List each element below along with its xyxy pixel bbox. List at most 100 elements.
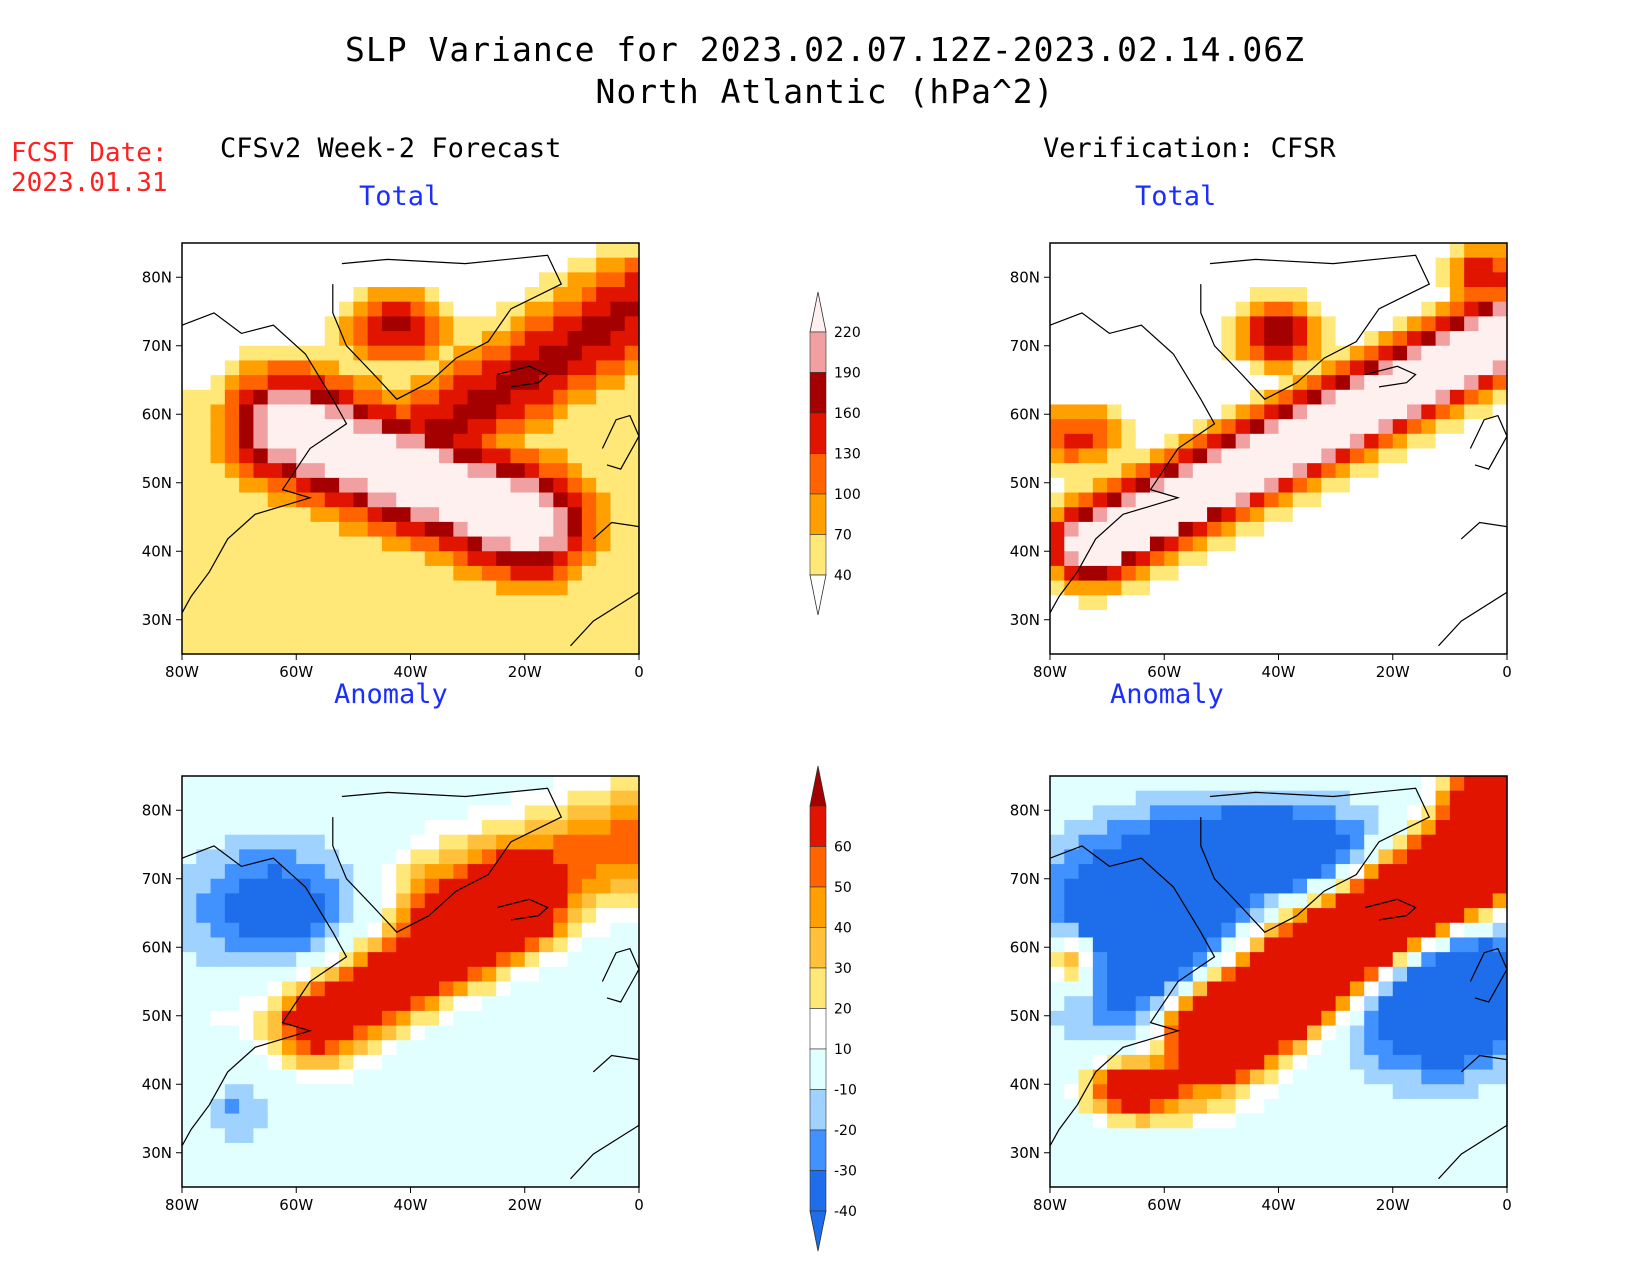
grid-cell xyxy=(1064,389,1080,406)
grid-cell xyxy=(1478,257,1494,273)
grid-cell xyxy=(1321,507,1337,523)
grid-cell xyxy=(1050,419,1065,435)
grid-cell xyxy=(281,834,297,850)
grid-cell xyxy=(1235,419,1251,435)
grid-cell xyxy=(1149,609,1165,626)
grid-cell xyxy=(1107,981,1123,997)
grid-cell xyxy=(339,389,354,406)
grid-cell xyxy=(439,419,454,435)
grid-cell xyxy=(1349,301,1365,317)
grid-cell xyxy=(1207,433,1222,450)
grid-cell xyxy=(510,1128,526,1144)
grid-cell xyxy=(339,243,354,259)
grid-cell xyxy=(1235,1040,1251,1056)
grid-cell xyxy=(267,287,283,303)
grid-cell xyxy=(453,595,469,611)
grid-cell xyxy=(1149,776,1165,792)
grid-cell xyxy=(1249,1142,1265,1159)
grid-cell xyxy=(1349,834,1365,850)
grid-cell xyxy=(381,1098,397,1115)
grid-cell xyxy=(624,463,640,479)
grid-cell xyxy=(1092,492,1108,508)
grid-cell xyxy=(1321,893,1337,909)
lat-tick-label: 30N xyxy=(142,611,172,629)
grid-cell xyxy=(281,952,297,968)
grid-cell xyxy=(1064,878,1080,895)
grid-cell xyxy=(524,1069,540,1085)
grid-cell xyxy=(553,966,569,983)
grid-cell xyxy=(1364,922,1380,939)
grid-cell xyxy=(1164,521,1180,538)
grid-cell xyxy=(1435,1113,1451,1129)
grid-cell xyxy=(1178,492,1194,508)
grid-cell xyxy=(610,580,626,596)
grid-cell xyxy=(1164,624,1180,640)
grid-cell xyxy=(339,521,354,538)
grid-cell xyxy=(310,1040,326,1056)
grid-cell xyxy=(1235,345,1251,362)
grid-cell xyxy=(567,624,583,640)
grid-cell xyxy=(381,551,397,567)
grid-cell xyxy=(1307,404,1322,420)
grid-cell xyxy=(596,1040,612,1056)
grid-cell xyxy=(1292,345,1308,362)
grid-cell xyxy=(524,477,540,494)
grid-cell xyxy=(1378,805,1394,821)
grid-cell xyxy=(296,776,312,792)
grid-cell xyxy=(353,287,369,303)
grid-cell xyxy=(1092,1010,1108,1027)
grid-cell xyxy=(481,521,497,538)
lon-tick-label: 60W xyxy=(1147,663,1181,681)
grid-cell xyxy=(267,433,283,450)
grid-cell xyxy=(1349,1069,1365,1085)
grid-cell xyxy=(196,301,212,317)
grid-cell xyxy=(1249,1098,1265,1115)
grid-cell xyxy=(239,580,255,596)
grid-cell xyxy=(439,448,454,464)
grid-cell xyxy=(1321,996,1337,1012)
grid-cell xyxy=(1164,834,1180,850)
grid-cell xyxy=(481,492,497,508)
grid-cell xyxy=(410,404,426,420)
grid-cell xyxy=(1249,301,1265,317)
grid-cell xyxy=(267,1098,283,1115)
grid-cell xyxy=(1092,243,1108,259)
grid-cell xyxy=(624,1084,640,1100)
grid-cell xyxy=(1364,1025,1380,1041)
grid-cell xyxy=(581,463,597,479)
grid-cell xyxy=(1178,849,1194,865)
grid-cell xyxy=(267,834,283,850)
grid-cell xyxy=(1135,776,1151,792)
grid-cell xyxy=(1449,1025,1465,1041)
grid-cell xyxy=(567,257,583,273)
lon-tick-label: 40W xyxy=(1262,1196,1296,1214)
grid-cell xyxy=(1078,908,1094,924)
grid-cell xyxy=(1421,477,1437,494)
grid-cell xyxy=(1407,580,1422,596)
grid-cell xyxy=(467,272,483,288)
grid-cell xyxy=(296,536,312,552)
grid-cell xyxy=(581,805,597,821)
grid-cell xyxy=(1221,580,1237,596)
grid-cell xyxy=(467,551,483,567)
grid-cell xyxy=(581,404,597,420)
grid-cell xyxy=(239,331,255,347)
grid-cell xyxy=(224,551,240,567)
grid-cell xyxy=(381,536,397,552)
lon-tick-label: 40W xyxy=(394,1196,428,1214)
grid-cell xyxy=(353,595,369,611)
grid-cell xyxy=(410,849,426,865)
grid-cell xyxy=(1421,908,1437,924)
grid-cell xyxy=(353,1113,369,1129)
grid-cell xyxy=(267,1040,283,1056)
grid-cell xyxy=(396,1069,412,1085)
grid-cell xyxy=(496,345,512,362)
grid-cell xyxy=(1149,952,1165,968)
grid-cell xyxy=(1264,966,1280,983)
grid-cell xyxy=(1107,375,1123,391)
grid-cell xyxy=(553,287,569,303)
grid-cell xyxy=(324,375,340,391)
grid-cell xyxy=(267,331,283,347)
grid-cell xyxy=(596,375,612,391)
